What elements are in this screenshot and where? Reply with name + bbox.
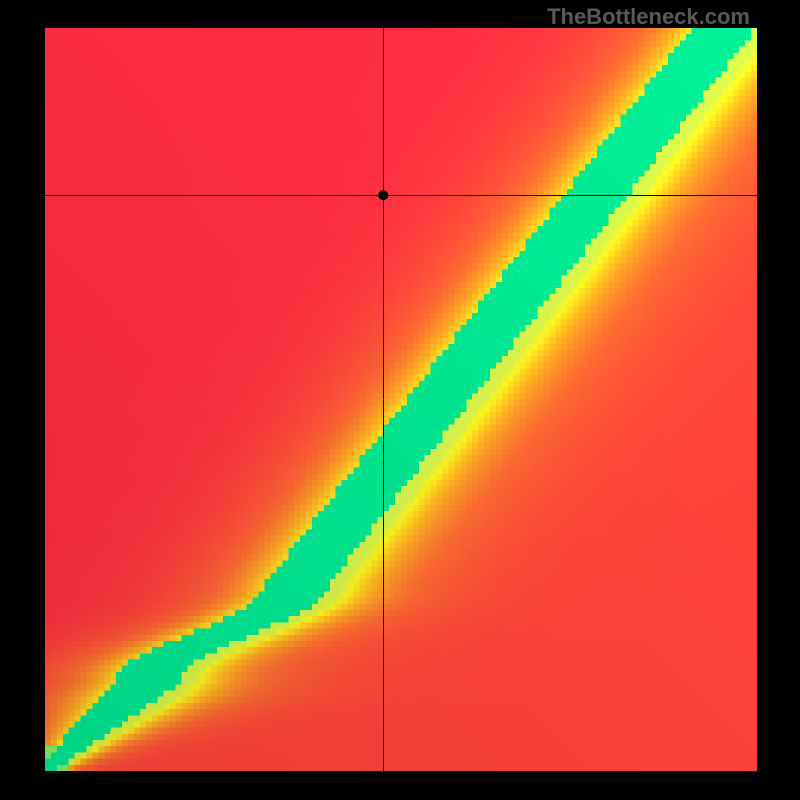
attribution-label: TheBottleneck.com (547, 4, 750, 30)
crosshair-overlay (45, 28, 757, 771)
chart-container: TheBottleneck.com (0, 0, 800, 800)
